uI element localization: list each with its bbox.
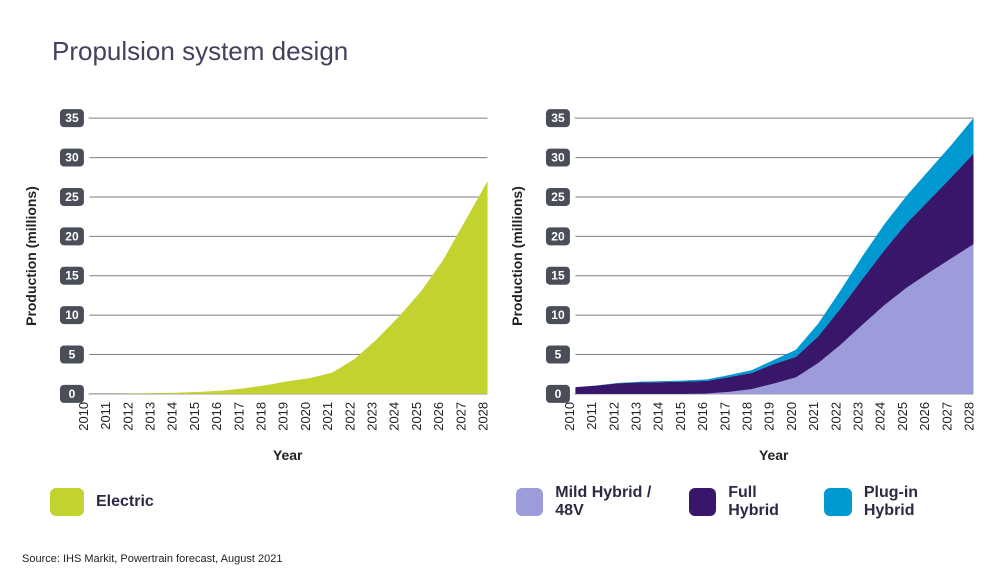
svg-text:2013: 2013 — [628, 402, 643, 431]
svg-text:2020: 2020 — [298, 402, 313, 431]
svg-text:2021: 2021 — [320, 402, 335, 431]
legend-right: Mild Hybrid / 48V Full Hybrid Plug-in Hybr… — [516, 482, 982, 522]
svg-text:2026: 2026 — [917, 402, 932, 431]
legend-item: Plug-in Hybrid — [824, 482, 953, 522]
svg-text:2021: 2021 — [806, 402, 821, 431]
legend-swatch — [689, 488, 717, 516]
chart-row: 0510152025303520102011201220132014201520… — [20, 106, 981, 466]
legend-label: Plug-in Hybrid — [864, 484, 953, 520]
svg-text:2012: 2012 — [120, 402, 135, 431]
legend-swatch — [516, 488, 544, 516]
svg-text:10: 10 — [65, 308, 79, 322]
svg-text:Production (millions): Production (millions) — [23, 186, 39, 326]
svg-text:2023: 2023 — [365, 402, 380, 431]
svg-text:2018: 2018 — [739, 402, 754, 431]
svg-text:25: 25 — [65, 190, 79, 204]
svg-text:2020: 2020 — [783, 402, 798, 431]
svg-text:Year: Year — [758, 447, 788, 463]
svg-text:2013: 2013 — [143, 402, 158, 431]
svg-text:0: 0 — [69, 387, 76, 401]
svg-text:15: 15 — [551, 269, 565, 283]
svg-text:2015: 2015 — [672, 402, 687, 431]
area-series — [88, 181, 488, 394]
svg-text:2019: 2019 — [761, 402, 776, 431]
svg-text:2019: 2019 — [276, 402, 291, 431]
svg-text:Production (millions): Production (millions) — [508, 186, 524, 326]
svg-text:2011: 2011 — [98, 402, 113, 430]
svg-text:2024: 2024 — [872, 402, 887, 431]
svg-text:5: 5 — [69, 347, 76, 361]
svg-text:25: 25 — [551, 190, 565, 204]
svg-text:2028: 2028 — [476, 402, 491, 431]
page-root: Propulsion system design 051015202530352… — [0, 0, 1001, 583]
chart-right-panel: 0510152025303520102011201220132014201520… — [506, 106, 982, 466]
svg-text:2027: 2027 — [939, 402, 954, 431]
svg-text:30: 30 — [551, 151, 565, 165]
svg-text:2025: 2025 — [409, 402, 424, 431]
svg-text:0: 0 — [554, 387, 561, 401]
legend-left: Electric — [50, 482, 516, 522]
svg-text:2017: 2017 — [717, 402, 732, 431]
svg-text:2015: 2015 — [187, 402, 202, 431]
source-text: Source: IHS Markit, Powertrain forecast,… — [22, 553, 282, 565]
svg-text:2027: 2027 — [453, 402, 468, 431]
svg-text:2026: 2026 — [431, 402, 446, 431]
svg-text:2011: 2011 — [584, 402, 599, 430]
svg-text:5: 5 — [554, 347, 561, 361]
svg-text:2022: 2022 — [342, 402, 357, 431]
legend-item: Electric — [50, 482, 154, 522]
svg-text:15: 15 — [65, 269, 79, 283]
legend-swatch — [824, 488, 852, 516]
svg-text:2010: 2010 — [76, 402, 91, 431]
svg-text:2014: 2014 — [650, 402, 665, 431]
legend-item: Full Hybrid — [689, 482, 797, 522]
svg-text:35: 35 — [65, 111, 79, 125]
legend-swatch — [50, 488, 84, 516]
legend-item: Mild Hybrid / 48V — [516, 482, 661, 522]
svg-text:35: 35 — [551, 111, 565, 125]
svg-text:2018: 2018 — [254, 402, 269, 431]
svg-text:2014: 2014 — [165, 402, 180, 431]
svg-text:2012: 2012 — [606, 402, 621, 431]
page-title: Propulsion system design — [52, 36, 348, 67]
svg-text:2024: 2024 — [387, 402, 402, 431]
svg-text:2025: 2025 — [894, 402, 909, 431]
chart-left-svg: 0510152025303520102011201220132014201520… — [20, 106, 496, 466]
legend-label: Mild Hybrid / 48V — [555, 484, 660, 520]
svg-text:30: 30 — [65, 151, 79, 165]
svg-text:2017: 2017 — [231, 402, 246, 431]
legend-row: Electric Mild Hybrid / 48V Full Hybrid Plu… — [50, 482, 981, 522]
svg-text:2023: 2023 — [850, 402, 865, 431]
chart-right-svg: 0510152025303520102011201220132014201520… — [506, 106, 982, 466]
svg-text:20: 20 — [551, 229, 565, 243]
svg-text:Year: Year — [273, 447, 303, 463]
svg-text:20: 20 — [65, 229, 79, 243]
svg-text:2022: 2022 — [828, 402, 843, 431]
svg-text:2016: 2016 — [209, 402, 224, 431]
chart-left-panel: 0510152025303520102011201220132014201520… — [20, 106, 496, 466]
legend-label: Electric — [96, 493, 154, 511]
svg-text:2028: 2028 — [961, 402, 976, 431]
legend-label: Full Hybrid — [728, 484, 796, 520]
svg-text:2010: 2010 — [561, 402, 576, 431]
svg-text:10: 10 — [551, 308, 565, 322]
svg-text:2016: 2016 — [695, 402, 710, 431]
